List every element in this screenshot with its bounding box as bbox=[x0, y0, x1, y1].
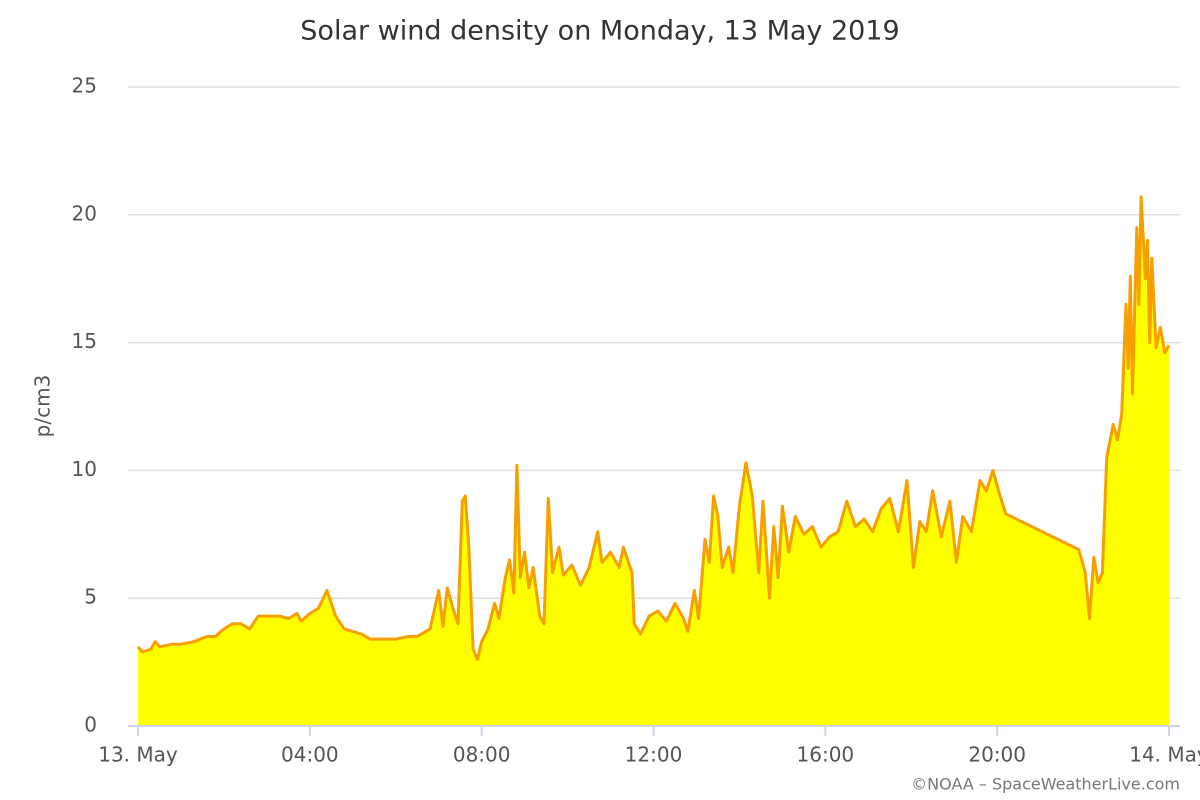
y-tick-label: 0 bbox=[84, 713, 97, 737]
x-tick-label: 16:00 bbox=[797, 743, 855, 767]
y-tick-label: 20 bbox=[72, 201, 97, 225]
chart-title: Solar wind density on Monday, 13 May 201… bbox=[300, 16, 899, 47]
y-tick-label: 15 bbox=[72, 329, 97, 353]
x-tick-label: 12:00 bbox=[625, 743, 683, 767]
x-tick-label: 08:00 bbox=[453, 743, 511, 767]
x-tick-label: 14. May bbox=[1129, 743, 1200, 767]
x-tick-label: 04:00 bbox=[281, 743, 339, 767]
y-tick-label: 5 bbox=[84, 585, 97, 609]
y-axis-label: p/cm3 bbox=[31, 375, 55, 438]
credit: ©NOAA – SpaceWeatherLive.com bbox=[911, 775, 1180, 794]
y-tick-label: 25 bbox=[72, 74, 97, 98]
line bbox=[136, 195, 1171, 661]
area bbox=[138, 196, 1169, 726]
y-tick-label: 10 bbox=[72, 457, 97, 481]
x-tick-label: 20:00 bbox=[968, 743, 1026, 767]
x-tick-label: 13. May bbox=[98, 743, 178, 767]
